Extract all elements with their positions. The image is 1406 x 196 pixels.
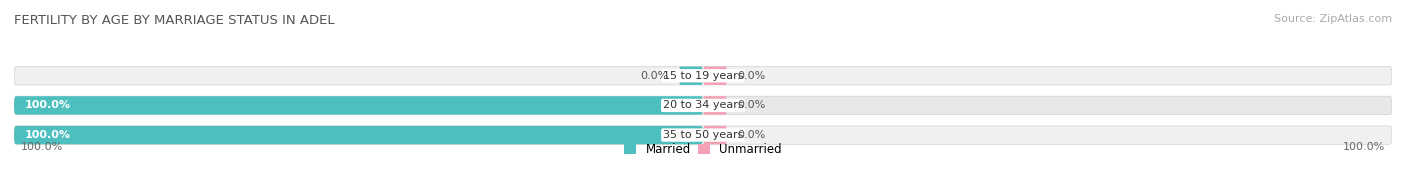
- Text: 35 to 50 years: 35 to 50 years: [662, 130, 744, 140]
- FancyBboxPatch shape: [679, 67, 703, 85]
- Text: 15 to 19 years: 15 to 19 years: [662, 71, 744, 81]
- Text: 100.0%: 100.0%: [24, 100, 70, 110]
- FancyBboxPatch shape: [703, 67, 727, 85]
- Text: 0.0%: 0.0%: [738, 130, 766, 140]
- FancyBboxPatch shape: [14, 126, 703, 144]
- Text: 0.0%: 0.0%: [640, 71, 669, 81]
- FancyBboxPatch shape: [703, 96, 727, 115]
- FancyBboxPatch shape: [703, 126, 727, 144]
- Text: Source: ZipAtlas.com: Source: ZipAtlas.com: [1274, 14, 1392, 24]
- FancyBboxPatch shape: [14, 96, 703, 115]
- FancyBboxPatch shape: [14, 126, 1392, 144]
- Text: 100.0%: 100.0%: [21, 142, 63, 152]
- FancyBboxPatch shape: [14, 67, 1392, 85]
- Text: 0.0%: 0.0%: [738, 100, 766, 110]
- FancyBboxPatch shape: [14, 96, 1392, 115]
- Text: 20 to 34 years: 20 to 34 years: [662, 100, 744, 110]
- Text: 100.0%: 100.0%: [1343, 142, 1385, 152]
- Text: 100.0%: 100.0%: [24, 130, 70, 140]
- Legend: Married, Unmarried: Married, Unmarried: [624, 143, 782, 156]
- Text: FERTILITY BY AGE BY MARRIAGE STATUS IN ADEL: FERTILITY BY AGE BY MARRIAGE STATUS IN A…: [14, 14, 335, 27]
- Text: 0.0%: 0.0%: [738, 71, 766, 81]
